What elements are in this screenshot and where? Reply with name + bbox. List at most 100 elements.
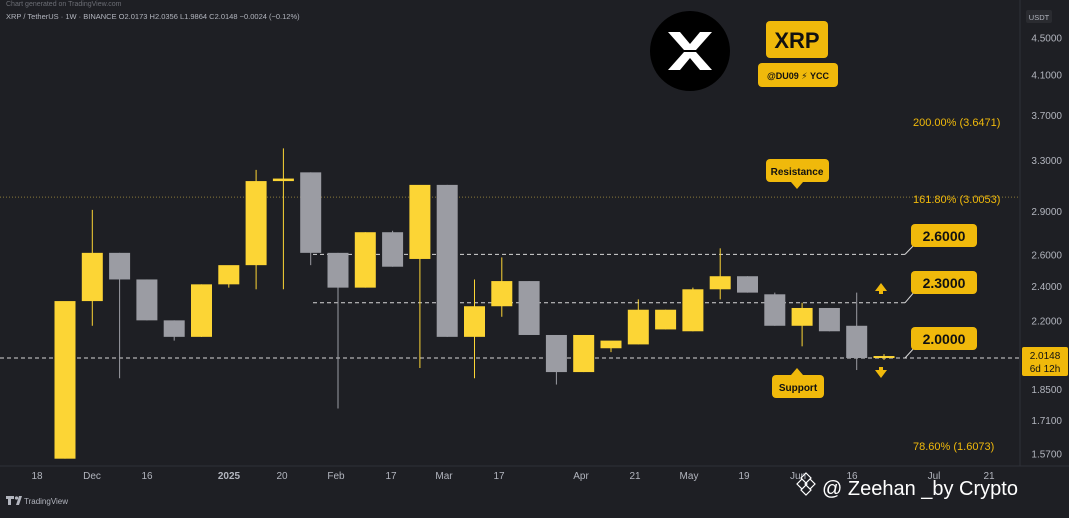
time-tick-label: Jul	[928, 471, 941, 482]
candle-body	[81, 252, 103, 302]
candle-body	[573, 334, 595, 373]
candle[interactable]	[846, 292, 868, 371]
candle[interactable]	[518, 281, 540, 335]
watermark-icon	[796, 472, 816, 496]
candle-body	[791, 307, 813, 326]
candle[interactable]	[354, 232, 376, 288]
time-tick-label: 2025	[218, 471, 241, 482]
candle[interactable]	[627, 299, 649, 345]
candle[interactable]	[245, 169, 267, 290]
time-tick-label: 20	[276, 471, 288, 482]
time-tick-label: Jun	[790, 471, 806, 482]
candle-body	[54, 301, 76, 459]
candle[interactable]	[682, 287, 704, 332]
candle[interactable]	[163, 320, 185, 341]
last-price-tag: 2.0148 6d 12h	[1022, 347, 1068, 376]
candle-body	[627, 309, 649, 345]
candle[interactable]	[545, 334, 567, 385]
candle-body	[191, 284, 212, 337]
time-tick-label: Mar	[435, 471, 453, 482]
candle-body	[491, 281, 513, 307]
candle-body	[300, 172, 322, 253]
candle[interactable]	[272, 148, 294, 290]
candle-body	[737, 276, 758, 293]
candle[interactable]	[54, 301, 76, 459]
level-box-260: 2.6000	[911, 224, 977, 247]
time-tick-label: Feb	[327, 471, 345, 482]
time-tick-label: 19	[738, 471, 750, 482]
candle[interactable]	[491, 257, 513, 317]
candle[interactable]	[791, 302, 813, 347]
fib-78-label: 78.60% (1.6073)	[913, 441, 994, 453]
price-tick-label: 1.7100	[1031, 416, 1062, 427]
level-260-label: 2.6000	[923, 228, 966, 244]
last-price-value: 2.0148	[1030, 351, 1061, 362]
candle-body	[518, 281, 540, 335]
candle-body	[409, 184, 431, 259]
price-axis[interactable]: 4.5000 4.1000 3.7000 3.3000 2.9000 2.6000 2.40…	[1019, 0, 1069, 513]
candle-body	[382, 232, 404, 267]
candle-body	[109, 252, 131, 280]
candle[interactable]	[737, 276, 758, 293]
time-tick-label: 21	[983, 471, 995, 482]
candle[interactable]	[218, 265, 240, 288]
candle[interactable]	[409, 184, 431, 369]
tradingview-logo: TradingView	[6, 496, 68, 506]
candle-body	[218, 265, 240, 285]
level-box-230: 2.3000	[911, 271, 977, 294]
candle-body	[272, 178, 294, 182]
candle[interactable]	[136, 279, 158, 321]
candles[interactable]	[54, 148, 895, 459]
candle-body	[464, 306, 485, 337]
time-tick-label: 17	[385, 471, 397, 482]
candle[interactable]	[818, 307, 840, 332]
level-200-label: 2.0000	[923, 331, 966, 347]
author-badge-label: @DU09 ⚡ YCC	[767, 71, 829, 81]
candle[interactable]	[655, 309, 677, 330]
symbol-info[interactable]: XRP / TetherUS · 1W · BINANCE O2.0173 H2…	[6, 12, 300, 21]
watermark-text: @ Zeehan _by Crypto	[822, 478, 1018, 500]
candle[interactable]	[873, 354, 895, 360]
countdown-value: 6d 12h	[1030, 364, 1061, 375]
candle[interactable]	[327, 252, 349, 409]
candle[interactable]	[382, 230, 404, 267]
price-tick-label: 4.5000	[1031, 34, 1062, 45]
price-tick-label: 2.2000	[1031, 316, 1062, 327]
candle-body	[245, 181, 267, 266]
candle[interactable]	[81, 209, 103, 326]
candle[interactable]	[600, 340, 622, 353]
price-tick-label: 3.7000	[1031, 111, 1062, 122]
price-tick-label: 4.1000	[1031, 70, 1062, 81]
candle-body	[655, 309, 677, 330]
time-axis[interactable]: 18 Dec 16 2025 20 Feb 17 Mar 17 Apr 21 May 19 Jun 16 Ju…	[0, 465, 1069, 482]
resistance-callout: Resistance	[766, 159, 829, 189]
author-badge: @DU09 ⚡ YCC	[758, 63, 838, 87]
arrow-down-icon	[875, 367, 887, 378]
candle[interactable]	[464, 279, 485, 379]
candle[interactable]	[109, 252, 131, 379]
price-tick-label: 2.6000	[1031, 250, 1062, 261]
candle[interactable]	[436, 184, 458, 337]
candle[interactable]	[300, 172, 322, 266]
candle[interactable]	[764, 292, 786, 326]
candle-body	[873, 356, 895, 359]
tradingview-icon	[6, 496, 14, 505]
time-tick-label: May	[680, 471, 699, 482]
candle-body	[136, 279, 158, 321]
time-tick-label: Apr	[573, 471, 589, 482]
candle[interactable]	[709, 248, 731, 300]
price-tick-label: 1.5700	[1031, 450, 1062, 461]
level-230-label: 2.3000	[923, 275, 966, 291]
level-box-200: 2.0000	[911, 327, 977, 350]
xrp-badge: XRP	[766, 21, 828, 58]
chart-source-line: Chart generated on TradingView.com	[6, 1, 122, 8]
fib-200-label: 200.00% (3.6471)	[913, 117, 1000, 129]
candle[interactable]	[573, 334, 595, 373]
xrp-logo	[650, 11, 730, 91]
fib-161-label: 161.80% (3.0053)	[913, 194, 1000, 206]
price-tick-label: 1.8500	[1031, 385, 1062, 396]
price-tick-label: 3.3000	[1031, 156, 1062, 167]
candle[interactable]	[191, 284, 212, 337]
